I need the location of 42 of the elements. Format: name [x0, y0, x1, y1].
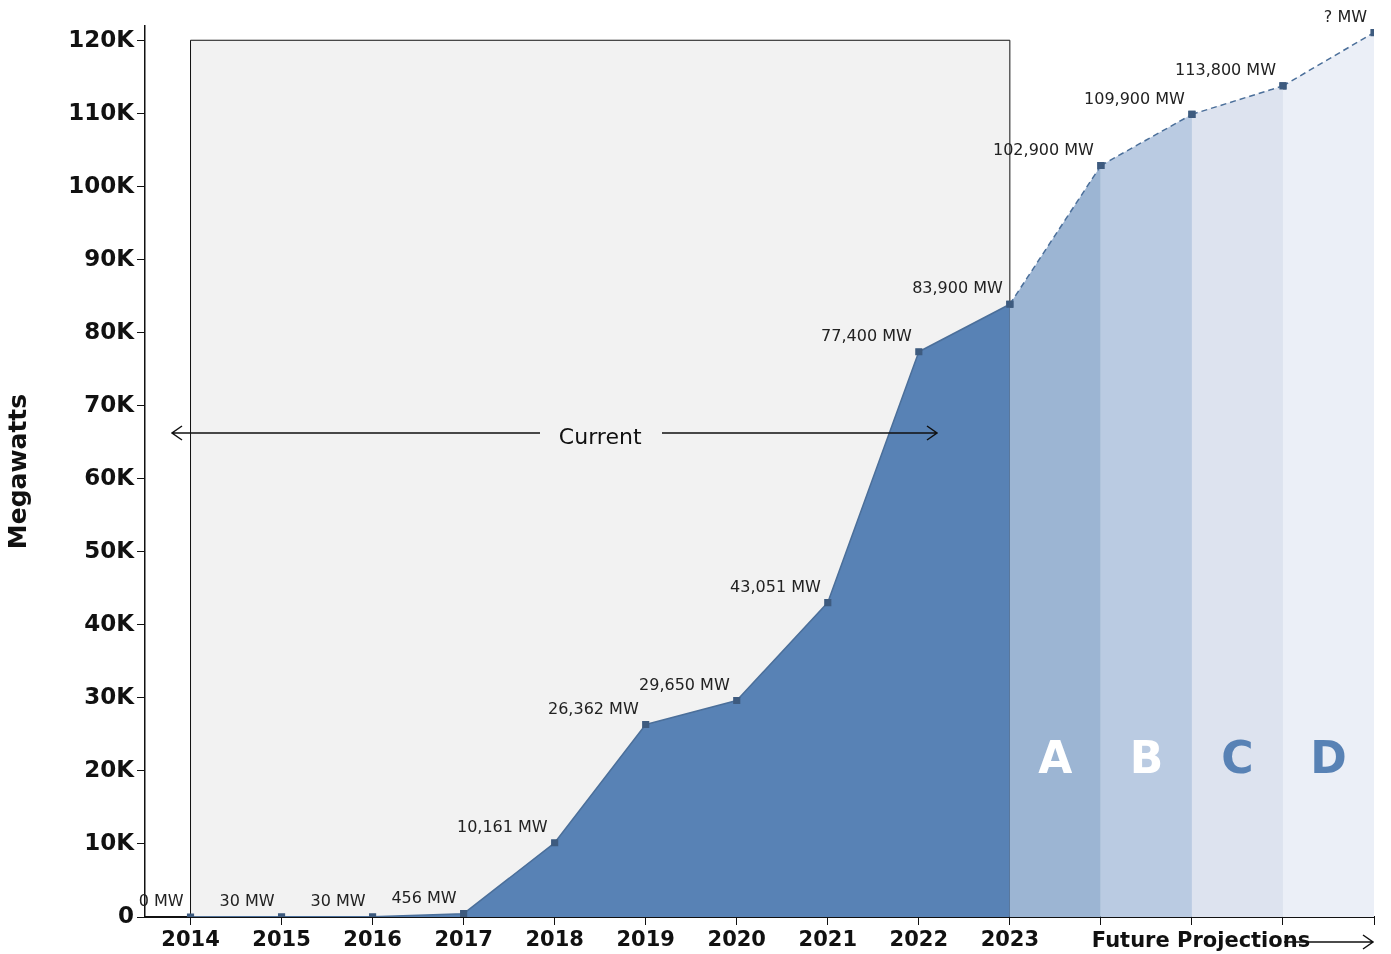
data-label: 83,900 MW [912, 278, 1004, 298]
y-tick-label: 60K [84, 463, 136, 490]
x-tick-label: 2021 [798, 927, 857, 952]
data-label: 109,900 MW [1084, 88, 1186, 108]
band-label: Current [558, 424, 642, 450]
data-label: ? MW [1323, 6, 1368, 26]
data-label: 456 MW [391, 887, 457, 907]
x-tick-label: 2014 [161, 927, 220, 952]
series-label: D [1310, 732, 1347, 784]
y-axis-title: Megawatts [2, 393, 32, 550]
data-label: 113,800 MW [1175, 60, 1277, 80]
y-tick-label: 80K [84, 317, 136, 344]
data-label: 10,161 MW [456, 816, 548, 836]
data-label: 26,362 MW [548, 698, 639, 718]
y-tick-label: 30K [84, 682, 136, 709]
x-tick-label: 2017 [434, 927, 493, 952]
x-tick-label: 2019 [616, 927, 675, 952]
x-tick-label: 2022 [889, 927, 949, 952]
text: Future Projections [1091, 928, 1311, 953]
series-label: B [1129, 732, 1164, 784]
data-label: 43,051 MW [730, 576, 821, 596]
data-label: 30 MW [219, 890, 275, 910]
y-tick-label: 110K [68, 98, 136, 125]
data-label: 77,400 MW [821, 325, 912, 345]
y-tick-label: 50K [84, 536, 136, 563]
y-tick-label: 40K [84, 609, 136, 636]
data-label: 30 MW [310, 890, 366, 910]
x-tick-label: 2020 [707, 927, 766, 952]
y-tick-label: 100K [68, 171, 136, 198]
series-label: A [1038, 732, 1073, 784]
y-tick-label: 90K [84, 244, 136, 271]
x-tick-label: 2018 [525, 927, 584, 952]
x-tick-label: 2016 [343, 927, 402, 952]
y-tick-label: 120K [68, 25, 136, 52]
y-tick-label: 0 [117, 901, 134, 928]
y-tick-label: 70K [84, 390, 136, 417]
series-label: C [1221, 732, 1254, 784]
y-tick-label: 20K [84, 755, 136, 782]
x-tick-label: 2023 [980, 927, 1040, 952]
y-tick-label: 10K [84, 828, 136, 855]
data-label: 29,650 MW [639, 674, 730, 694]
x-tick-label: 2015 [252, 927, 311, 952]
